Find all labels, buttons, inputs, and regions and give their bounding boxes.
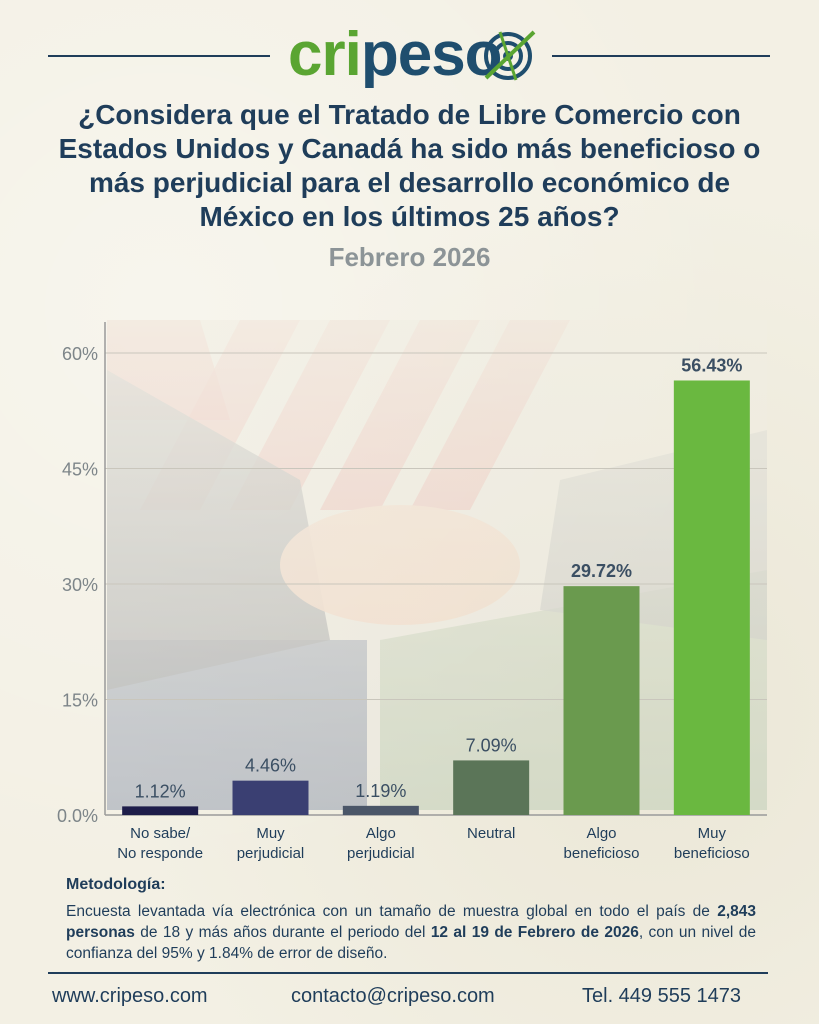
x-tick-labels: No sabe/No responde Muy perjudicial Algo per… bbox=[117, 825, 750, 862]
x-tick-label: Algo bbox=[586, 825, 616, 842]
y-tick-label: 30% bbox=[62, 575, 98, 595]
x-tick-label: perjudicial bbox=[237, 845, 305, 862]
chart-subtitle: Febrero 2026 bbox=[328, 242, 491, 272]
y-tick-label: 0.0% bbox=[57, 806, 98, 826]
value-label: 29.72% bbox=[571, 561, 632, 581]
y-tick-labels: 0.0% 15% 30% 45% 60% bbox=[57, 344, 98, 826]
x-tick-label: Muy bbox=[698, 825, 727, 842]
footer-phone: Tel. 449 555 1473 bbox=[582, 985, 742, 1007]
methodology-heading: Metodología: bbox=[66, 876, 166, 893]
x-tick-label: beneficioso bbox=[674, 845, 750, 862]
value-label: 1.19% bbox=[355, 781, 406, 801]
x-tick-label: Algo bbox=[366, 825, 396, 842]
value-labels: 1.12% 4.46% 1.19% 7.09% 29.72% 56.43% bbox=[135, 355, 743, 801]
methodology-text: Encuesta levantada vía electrónica con u… bbox=[66, 903, 756, 962]
header-rule-right bbox=[552, 55, 770, 57]
gridlines bbox=[105, 352, 767, 700]
bar bbox=[563, 586, 640, 815]
bars bbox=[122, 380, 750, 815]
footer-email-link[interactable]: contacto@cripeso.com bbox=[291, 985, 495, 1007]
y-tick-label: 45% bbox=[62, 460, 98, 480]
target-icon bbox=[484, 30, 536, 81]
bar bbox=[232, 780, 309, 815]
value-label: 56.43% bbox=[681, 355, 742, 375]
footer-rule bbox=[48, 972, 768, 974]
bar bbox=[673, 380, 750, 815]
handshake-background-image bbox=[107, 320, 767, 810]
value-label: 1.12% bbox=[135, 781, 186, 801]
brand-logo: cripeso bbox=[288, 20, 538, 90]
y-tick-label: 60% bbox=[62, 344, 98, 364]
chart-title: ¿Considera que el Tratado de Libre Comer… bbox=[58, 99, 761, 232]
x-tick-label: Neutral bbox=[467, 825, 515, 842]
footer-website-link[interactable]: www.cripeso.com bbox=[52, 985, 208, 1007]
x-tick-label: No sabe/ bbox=[130, 825, 191, 842]
y-tick-label: 15% bbox=[62, 691, 98, 711]
bar bbox=[453, 760, 530, 815]
bar-chart: 0.0% 15% 30% 45% 60% 1.12% 4.46% 1.19% 7.09% 29.… bbox=[57, 320, 767, 862]
x-tick-label: No responde bbox=[117, 845, 203, 862]
x-tick-label: beneficioso bbox=[564, 845, 640, 862]
bar bbox=[342, 805, 419, 815]
x-tick-label: Muy bbox=[256, 825, 285, 842]
value-label: 4.46% bbox=[245, 756, 296, 776]
value-label: 7.09% bbox=[466, 735, 517, 755]
logo-text-blue: peso bbox=[360, 20, 503, 89]
bar bbox=[122, 806, 199, 815]
x-tick-label: perjudicial bbox=[347, 845, 415, 862]
logo-text-green: cri bbox=[288, 20, 362, 89]
header-rule-left bbox=[48, 55, 270, 57]
